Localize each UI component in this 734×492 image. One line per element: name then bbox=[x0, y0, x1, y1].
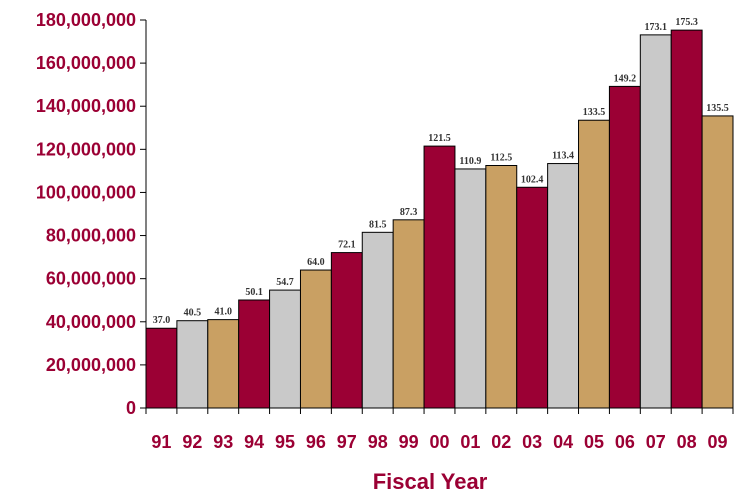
y-tick-label: 180,000,000 bbox=[36, 10, 136, 30]
bar bbox=[516, 186, 549, 409]
bar bbox=[145, 327, 178, 409]
bar bbox=[361, 231, 394, 409]
data-label: 102.4 bbox=[521, 174, 544, 185]
y-tick-label: 80,000,000 bbox=[46, 226, 136, 246]
x-tick-label: 06 bbox=[615, 432, 635, 452]
x-tick-label: 92 bbox=[182, 432, 202, 452]
x-axis-title: Fiscal Year bbox=[373, 469, 488, 492]
x-tick-label: 91 bbox=[151, 432, 171, 452]
bar bbox=[639, 34, 672, 409]
y-tick-label: 20,000,000 bbox=[46, 355, 136, 375]
bar bbox=[176, 320, 209, 409]
x-tick-label: 95 bbox=[275, 432, 295, 452]
bar bbox=[547, 163, 580, 409]
y-tick-label: 100,000,000 bbox=[36, 182, 136, 202]
x-tick-label: 99 bbox=[399, 432, 419, 452]
bar bbox=[670, 29, 703, 409]
data-label: 135.5 bbox=[706, 103, 729, 114]
x-tick-label: 94 bbox=[244, 432, 264, 452]
x-tick-label: 04 bbox=[553, 432, 573, 452]
data-label: 133.5 bbox=[583, 107, 606, 118]
data-label: 40.5 bbox=[184, 308, 202, 319]
data-label: 54.7 bbox=[276, 277, 294, 288]
data-label: 121.5 bbox=[428, 133, 451, 144]
x-tick-label: 09 bbox=[708, 432, 728, 452]
y-tick-label: 40,000,000 bbox=[46, 312, 136, 332]
x-tick-label: 08 bbox=[677, 432, 697, 452]
bar bbox=[238, 299, 271, 409]
x-tick-label: 93 bbox=[213, 432, 233, 452]
y-tick-label: 120,000,000 bbox=[36, 139, 136, 159]
y-tick-label: 0 bbox=[126, 398, 136, 418]
x-tick-label: 98 bbox=[368, 432, 388, 452]
bar bbox=[608, 85, 641, 409]
y-tick-label: 60,000,000 bbox=[46, 269, 136, 289]
bar bbox=[701, 115, 734, 409]
x-tick-label: 97 bbox=[337, 432, 357, 452]
data-label: 41.0 bbox=[214, 307, 232, 318]
bar bbox=[299, 269, 332, 409]
x-tick-label: 02 bbox=[491, 432, 511, 452]
data-label: 175.3 bbox=[675, 17, 698, 28]
x-tick-label: 00 bbox=[429, 432, 449, 452]
bar bbox=[207, 319, 240, 409]
x-tick-label: 01 bbox=[460, 432, 480, 452]
data-label: 149.2 bbox=[614, 73, 637, 84]
bar bbox=[269, 289, 301, 409]
x-axis: 91 92 93 94 95 96 97 98 99 00 01 02 03 04 05 06 07 08 09 bbox=[145, 407, 734, 452]
bar bbox=[454, 168, 487, 409]
bar bbox=[330, 252, 363, 409]
data-label: 37.0 bbox=[153, 315, 171, 326]
x-tick-label: 05 bbox=[584, 432, 604, 452]
y-tick-label: 160,000,000 bbox=[36, 53, 136, 73]
data-label: 64.0 bbox=[307, 257, 325, 268]
data-label: 87.3 bbox=[400, 207, 418, 218]
data-label: 81.5 bbox=[369, 219, 387, 230]
x-tick-label: 07 bbox=[646, 432, 666, 452]
bar bbox=[423, 145, 456, 409]
bar bbox=[392, 219, 425, 409]
data-label: 173.1 bbox=[645, 22, 668, 33]
y-tick-label: 140,000,000 bbox=[36, 96, 136, 116]
data-label: 72.1 bbox=[338, 240, 356, 251]
bar bbox=[485, 165, 518, 409]
y-axis: 0 20,000,000 40,000,000 60,000,000 80,000,00… bbox=[36, 10, 147, 418]
data-label: 50.1 bbox=[245, 287, 263, 298]
x-tick-label: 03 bbox=[522, 432, 542, 452]
data-label: 112.5 bbox=[490, 153, 512, 164]
data-label: 113.4 bbox=[552, 151, 574, 162]
bar bbox=[578, 119, 610, 409]
bars: 37.0 40.5 41.0 50.1 54.7 64.0 72.1 81.5 87.3 121.… bbox=[145, 17, 734, 409]
data-label: 110.9 bbox=[459, 156, 481, 167]
x-tick-label: 96 bbox=[306, 432, 326, 452]
